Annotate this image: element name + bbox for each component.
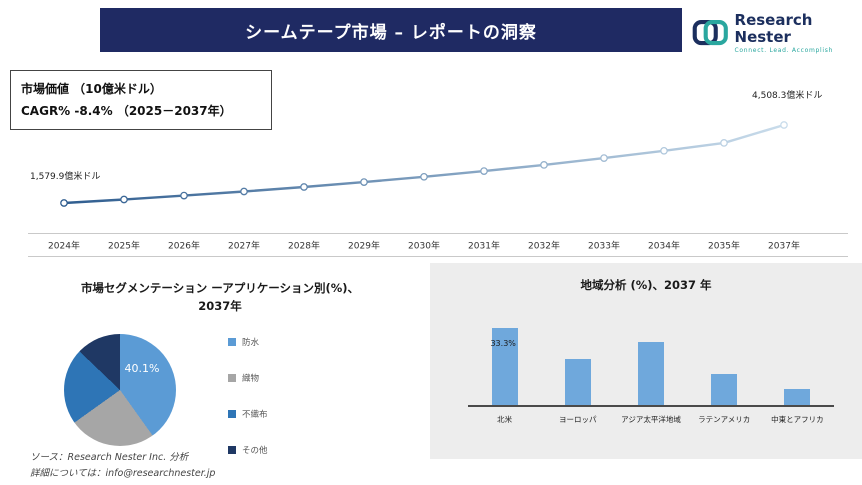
bar xyxy=(784,389,811,405)
bar-category-label: 中東とアフリカ xyxy=(771,415,824,424)
x-tick-label: 2029年 xyxy=(348,241,380,252)
x-tick-label: 2027年 xyxy=(228,241,260,252)
legend-label: その他 xyxy=(242,446,268,456)
pie-legend: 防水織物不織布その他 xyxy=(228,336,268,480)
legend-label: 織物 xyxy=(242,374,260,384)
pie-chart: 40.1% xyxy=(64,334,176,446)
x-tick-label: 2031年 xyxy=(468,241,500,252)
logo-text: Research Nester Connect. Lead. Accomplis… xyxy=(735,12,862,54)
contact-line: 詳細については：info@researchnester.jp xyxy=(30,468,216,479)
bar: 33.3% xyxy=(490,328,518,405)
pie-chart-title: 市場セグメンテーション ーアプリケーション別(%)、 2037年 xyxy=(55,280,385,316)
legend-label: 不織布 xyxy=(242,410,268,420)
region-analysis-panel: 地域分析 (%)、2037 年 33.3% 北米 ヨーロッパ アジア太平洋地域 ラテン… xyxy=(430,263,862,459)
x-tick-label: 2025年 xyxy=(108,241,140,252)
research-nester-logo: Research Nester Connect. Lead. Accomplis… xyxy=(692,12,862,54)
x-tick-label: 2024年 xyxy=(48,241,80,252)
bar-chart-title: 地域分析 (%)、2037 年 xyxy=(580,278,712,292)
x-tick-label: 2037年 xyxy=(768,241,800,252)
bar-value-label: 33.3% xyxy=(490,339,516,348)
legend-swatch xyxy=(228,446,236,454)
legend-item: 防水 xyxy=(228,336,268,348)
logo-tagline: Connect. Lead. Accomplish xyxy=(734,47,834,54)
market-value-box: 市場価値 （10億米ドル） CAGR% -8.4% （2025－2037年） xyxy=(10,70,272,130)
legend-swatch xyxy=(228,374,236,382)
bar xyxy=(564,359,591,405)
research-nester-logo-icon xyxy=(692,19,728,46)
x-tick-label: 2032年 xyxy=(528,241,560,252)
bar-category-label: ラテンアメリカ xyxy=(698,415,751,424)
x-tick-label: 2028年 xyxy=(288,241,320,252)
legend-item: 不織布 xyxy=(228,408,268,420)
source-line: ソース：Research Nester Inc. 分析 xyxy=(30,452,189,463)
x-tick-label: 2035年 xyxy=(708,241,740,252)
x-tick-label: 2033年 xyxy=(588,241,620,252)
bar-category-label: ヨーロッパ xyxy=(559,415,597,424)
bar-slot: 33.3% xyxy=(468,328,541,405)
source-note: ソース：Research Nester Inc. 分析 詳細については：info… xyxy=(30,450,215,482)
header-banner: シームテープ市場 – レポートの洞察 xyxy=(100,8,682,52)
x-tick-label: 2034年 xyxy=(648,241,680,252)
legend-item: その他 xyxy=(228,444,268,456)
bar-slot xyxy=(761,389,834,405)
x-tick-label: 2030年 xyxy=(408,241,440,252)
pie-title-line1: 市場セグメンテーション ーアプリケーション別(%)、 xyxy=(80,281,360,295)
bar-slot xyxy=(688,374,761,405)
bar-chart: 33.3% xyxy=(468,311,834,407)
bar-chart-category-labels: 北米 ヨーロッパ アジア太平洋地域 ラテンアメリカ 中東とアフリカ xyxy=(468,414,834,425)
line-end-value: 4,508.3億米ドル xyxy=(752,91,823,101)
bar-slot xyxy=(614,342,687,405)
bar xyxy=(711,374,738,405)
line-chart-svg xyxy=(60,121,788,207)
pie-slice-value-label: 40.1% xyxy=(124,362,160,375)
page-title: シームテープ市場 – レポートの洞察 xyxy=(245,22,537,43)
bar xyxy=(638,342,664,405)
legend-item: 織物 xyxy=(228,372,268,384)
legend-label: 防水 xyxy=(242,338,260,348)
x-tick-label: 2026年 xyxy=(168,241,200,252)
logo-name: Research Nester xyxy=(734,11,813,46)
pie-title-line2: 2037年 xyxy=(198,298,242,313)
legend-swatch xyxy=(228,410,236,418)
bar-category-label: アジア太平洋地域 xyxy=(621,415,681,424)
line-chart-x-axis: 2024年 2025年 2026年 2027年 2028年 2029年 2030年 2031年… xyxy=(28,233,848,257)
legend-swatch xyxy=(228,338,236,346)
cagr-label: CAGR% -8.4% （2025－2037年） xyxy=(21,104,232,118)
bar-category-label: 北米 xyxy=(497,415,513,424)
market-value-label: 市場価値 （10億米ドル） xyxy=(21,82,162,96)
market-value-line-chart: 1,579.9億米ドル xyxy=(0,95,862,233)
line-start-value: 1,579.9億米ドル xyxy=(30,172,101,182)
bar-slot xyxy=(541,359,614,405)
